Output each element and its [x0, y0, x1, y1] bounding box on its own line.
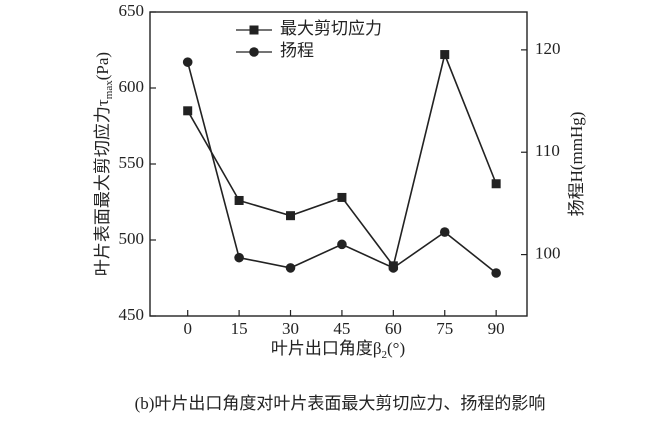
y2-tick-label: 110 — [535, 141, 560, 160]
x-tick-label: 60 — [385, 319, 402, 338]
marker — [388, 263, 399, 273]
x-tick-label: 0 — [183, 319, 192, 338]
marker — [234, 195, 244, 205]
marker — [286, 211, 296, 221]
x-tick-label: 15 — [231, 319, 248, 338]
marker — [491, 179, 501, 189]
y-label-sub: max — [103, 80, 115, 99]
x-label-unit: (°) — [387, 339, 405, 358]
x-tick-label: 75 — [436, 319, 453, 338]
marker — [182, 57, 193, 67]
marker — [440, 50, 450, 60]
marker — [249, 47, 259, 57]
marker — [183, 106, 193, 116]
marker — [491, 268, 501, 278]
marker — [234, 252, 244, 263]
y-axis-label: 叶片表面最大剪切应力τmax(Pa) — [93, 52, 115, 276]
y-tick-label: 500 — [119, 229, 145, 248]
y-tick-label: 650 — [119, 1, 145, 20]
x-axis-label: 叶片出口角度β2(°) — [271, 339, 405, 361]
marker — [337, 192, 347, 202]
marker — [337, 239, 347, 250]
marker — [285, 263, 296, 273]
marker — [249, 25, 259, 35]
legend-label: 最大剪切应力 — [280, 19, 382, 38]
caption: (b)叶片出口角度对叶片表面最大剪切应力、扬程的影响 — [135, 394, 546, 413]
x-label-main: 叶片出口角度β — [271, 339, 382, 358]
x-tick-label: 90 — [488, 319, 505, 338]
y-tick-label: 600 — [119, 77, 145, 96]
y2-tick-label: 120 — [535, 39, 561, 58]
x-label-sub: 2 — [382, 349, 388, 361]
y-label-main: 叶片表面最大剪切应力τ — [93, 99, 112, 276]
y2-axis-label: 扬程H(mmHg) — [567, 112, 586, 217]
marker — [439, 227, 450, 237]
x-tick-label: 45 — [333, 319, 350, 338]
y-tick-label: 450 — [119, 305, 145, 324]
y-tick-label: 550 — [119, 153, 145, 172]
plot-frame — [149, 11, 528, 317]
y-label-unit: (Pa) — [93, 52, 112, 80]
x-tick-label: 30 — [282, 319, 299, 338]
y2-tick-label: 100 — [535, 243, 561, 262]
series-line — [187, 51, 497, 268]
legend-label: 扬程 — [280, 41, 314, 60]
